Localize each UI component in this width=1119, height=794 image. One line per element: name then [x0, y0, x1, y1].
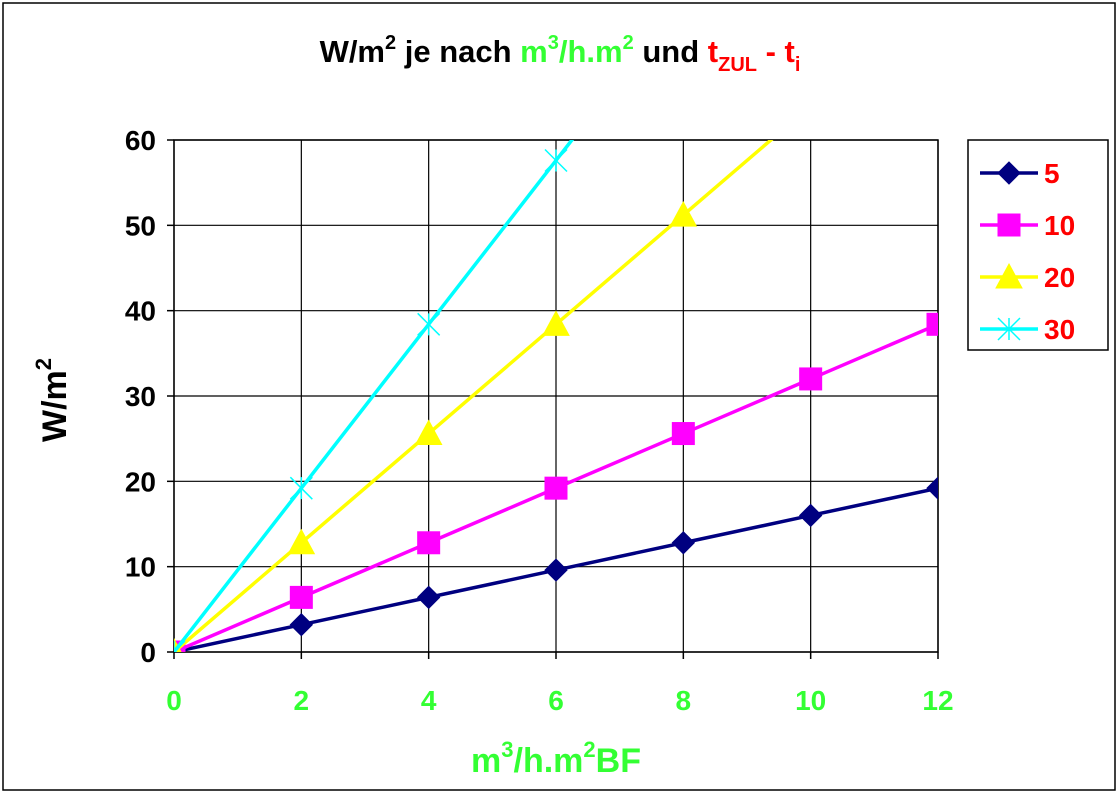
y-tick-label: 20 [125, 466, 156, 497]
title-part: ZUL [718, 54, 757, 76]
legend-marker [997, 213, 1021, 237]
y-tick-label: 30 [125, 381, 156, 412]
marker [671, 531, 696, 555]
title-part: - t [757, 34, 795, 69]
marker [174, 640, 186, 652]
marker [289, 612, 314, 637]
title-part: je nach [396, 34, 520, 69]
marker [544, 148, 568, 173]
x-tick-label: 6 [548, 685, 564, 716]
y-label-part: 2 [31, 358, 56, 370]
plot-border [173, 139, 939, 653]
y-tick-label: 60 [125, 125, 156, 156]
marker [926, 312, 938, 336]
marker [289, 585, 313, 609]
y-tick-label: 10 [125, 552, 156, 583]
x-label-part: 2 [583, 737, 595, 762]
marker [542, 310, 570, 336]
x-axis-label: m3/h.m2BF [471, 737, 641, 780]
x-tick-label: 12 [922, 685, 953, 716]
title-part: t [708, 34, 718, 69]
title-part: 3 [548, 32, 559, 54]
marker [544, 476, 568, 500]
marker [798, 503, 823, 528]
title-part: und [634, 34, 708, 69]
legend-box [967, 139, 1109, 351]
x-label-part: BF [596, 742, 641, 780]
x-tick-label: 0 [166, 685, 182, 716]
marker [416, 585, 441, 610]
x-label-part: 3 [501, 737, 513, 762]
y-tick-label: 50 [125, 210, 156, 241]
legend-label: 20 [1044, 262, 1075, 293]
marker [417, 531, 441, 555]
y-label-part: W/m [36, 370, 74, 442]
x-tick-label: 8 [676, 685, 692, 716]
legend-label: 5 [1044, 158, 1060, 189]
marker [417, 312, 441, 336]
title-part: /h.m [559, 34, 623, 69]
title-part: m [520, 34, 548, 69]
marker [799, 367, 823, 391]
legend-marker [997, 317, 1021, 341]
marker [544, 558, 568, 582]
x-tick-label: 10 [795, 685, 826, 716]
y-axis-label: W/m2 [31, 358, 74, 442]
series-layer [174, 140, 938, 652]
marker [669, 201, 698, 227]
legend-label: 30 [1044, 314, 1075, 345]
title-part: 2 [623, 32, 634, 54]
title-part: 2 [385, 32, 396, 54]
marker [926, 476, 938, 500]
legend-marker [995, 262, 1023, 289]
marker [414, 419, 443, 446]
marker [289, 476, 313, 500]
legend-label: 10 [1044, 210, 1075, 241]
chart-title: W/m2 je nach m3/h.m2 und tZUL - ti [320, 32, 801, 76]
marker [287, 528, 316, 555]
x-label-part: /h.m [514, 742, 584, 780]
x-tick-label: 4 [421, 685, 437, 716]
x-label-part: m [471, 742, 501, 780]
y-tick-label: 0 [140, 637, 156, 668]
x-tick-label: 2 [294, 685, 310, 716]
legend-marker [997, 161, 1021, 185]
marker [671, 422, 695, 446]
title-part: W/m [320, 34, 385, 69]
title-part: i [795, 54, 801, 76]
y-tick-label: 40 [125, 296, 156, 327]
